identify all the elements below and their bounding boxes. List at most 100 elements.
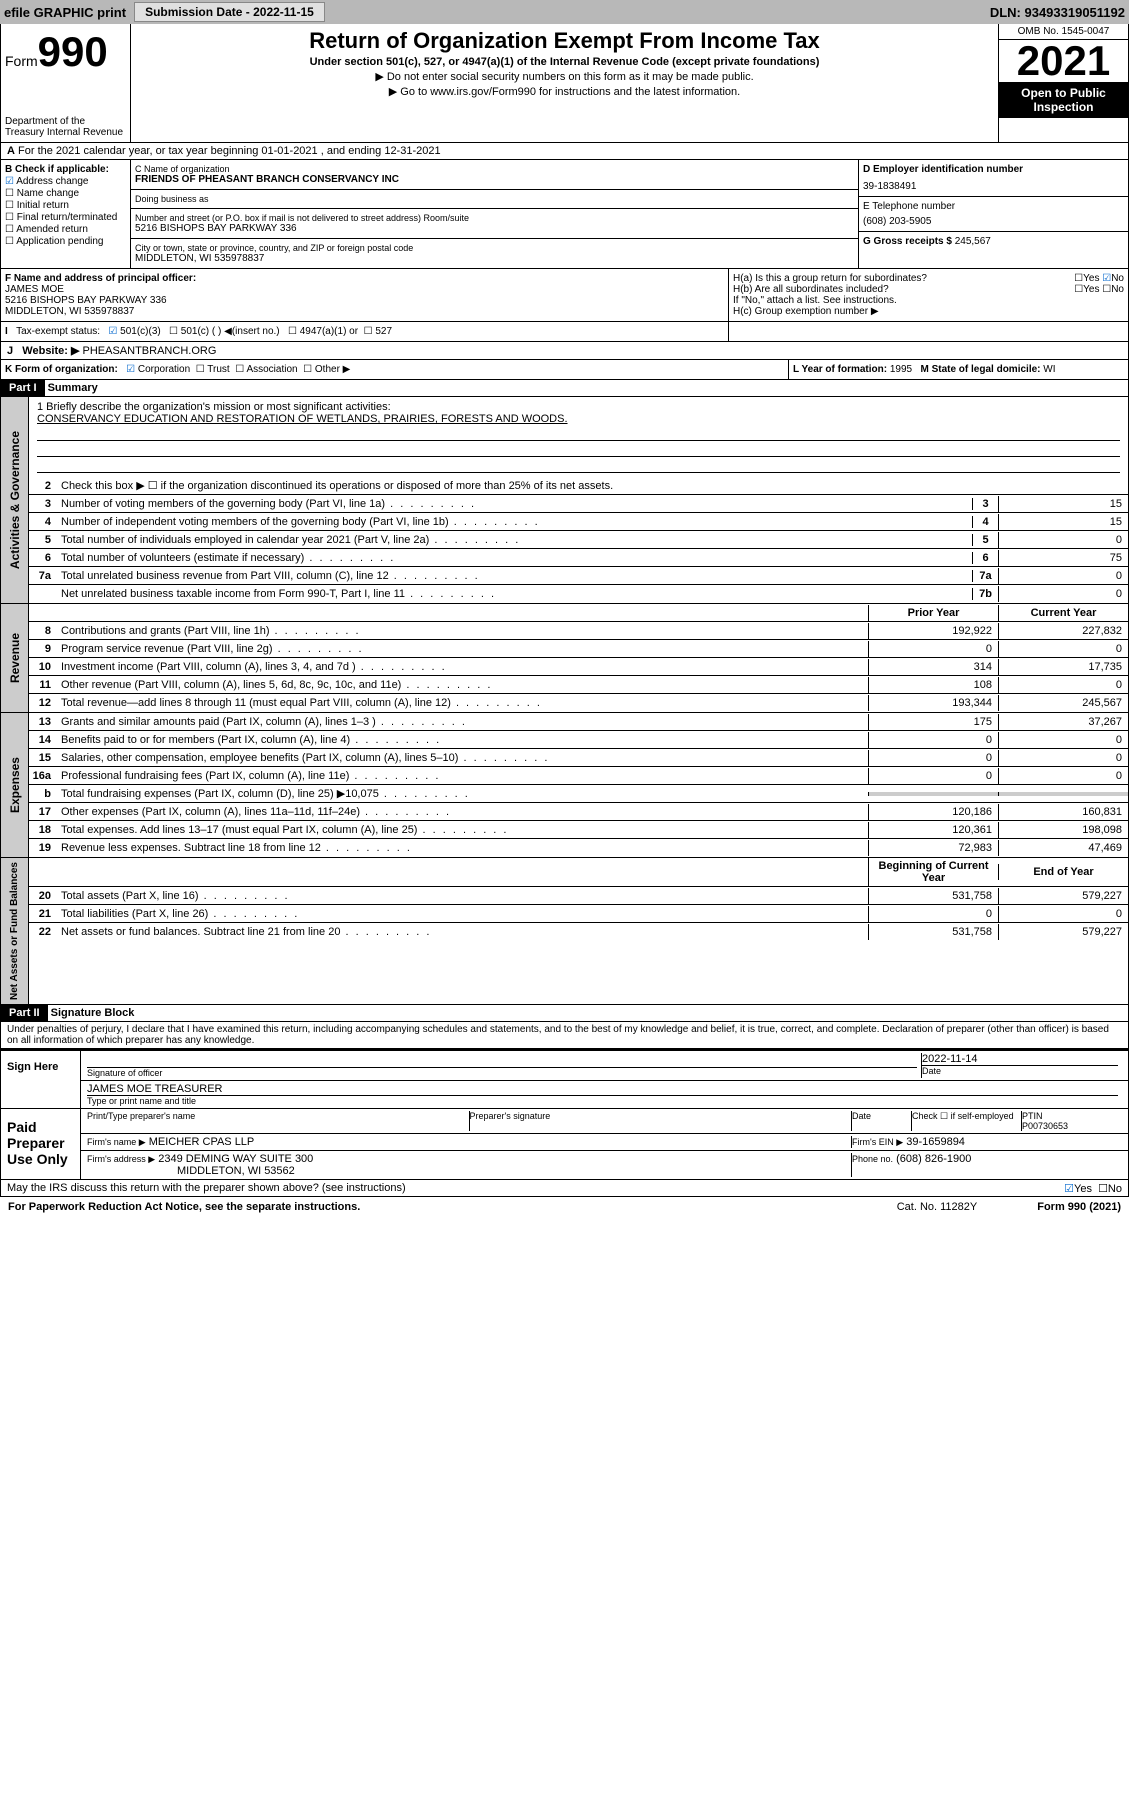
paid-preparer-label: Paid Preparer Use Only bbox=[1, 1109, 81, 1179]
opt-assoc[interactable]: Association bbox=[246, 364, 297, 375]
line-18: 18Total expenses. Add lines 13–17 (must … bbox=[29, 821, 1128, 839]
begin-year-hdr: Beginning of Current Year bbox=[868, 858, 998, 886]
firm-name: MEICHER CPAS LLP bbox=[149, 1136, 255, 1148]
discuss-question: May the IRS discuss this return with the… bbox=[7, 1182, 406, 1194]
attach-note: If "No," attach a list. See instructions… bbox=[733, 295, 897, 306]
mission-text: CONSERVANCY EDUCATION AND RESTORATION OF… bbox=[37, 413, 1120, 425]
prep-sig-hdr: Preparer's signature bbox=[470, 1111, 853, 1131]
year-formation: 1995 bbox=[890, 364, 912, 375]
officer-sig-name: JAMES MOE TREASURER bbox=[87, 1083, 1118, 1095]
part2-badge: Part II bbox=[1, 1005, 48, 1021]
period-text: For the 2021 calendar year, or tax year … bbox=[18, 145, 441, 157]
line-11: 11Other revenue (Part VIII, column (A), … bbox=[29, 676, 1128, 694]
part2-title: Signature Block bbox=[51, 1007, 135, 1019]
governance-label: Activities & Governance bbox=[6, 427, 24, 573]
officer-addr: 5216 BISHOPS BAY PARKWAY 336 bbox=[5, 295, 167, 306]
line-21: 21Total liabilities (Part X, line 26)00 bbox=[29, 905, 1128, 923]
end-year-hdr: End of Year bbox=[998, 864, 1128, 880]
line-13: 13Grants and similar amounts paid (Part … bbox=[29, 713, 1128, 731]
declaration-text: Under penalties of perjury, I declare th… bbox=[0, 1022, 1129, 1049]
line-b: bTotal fundraising expenses (Part IX, co… bbox=[29, 785, 1128, 803]
subordinates-q: H(b) Are all subordinates included? bbox=[733, 284, 889, 295]
opt-4947[interactable]: 4947(a)(1) or bbox=[300, 326, 358, 337]
line-7a: 7aTotal unrelated business revenue from … bbox=[29, 567, 1128, 585]
block-b-header: B Check if applicable: bbox=[5, 164, 126, 175]
line-7b: Net unrelated business taxable income fr… bbox=[29, 585, 1128, 603]
form-org-label: K Form of organization: bbox=[5, 364, 118, 375]
revenue-label: Revenue bbox=[6, 629, 24, 687]
group-exemption: H(c) Group exemption number ▶ bbox=[733, 306, 879, 317]
ptin-value: P00730653 bbox=[1022, 1121, 1068, 1131]
line-17: 17Other expenses (Part IX, column (A), l… bbox=[29, 803, 1128, 821]
phone-value: (608) 203-5905 bbox=[863, 216, 1124, 227]
line-3: 3Number of voting members of the governi… bbox=[29, 495, 1128, 513]
mission-label: 1 Briefly describe the organization's mi… bbox=[37, 401, 1120, 413]
line-19: 19Revenue less expenses. Subtract line 1… bbox=[29, 839, 1128, 857]
open-public-badge: Open to Public Inspection bbox=[999, 82, 1128, 118]
sig-date: 2022-11-14 bbox=[922, 1053, 1118, 1065]
line-14: 14Benefits paid to or for members (Part … bbox=[29, 731, 1128, 749]
line-10: 10Investment income (Part VIII, column (… bbox=[29, 658, 1128, 676]
form-word: Form bbox=[5, 53, 38, 69]
line-9: 9Program service revenue (Part VIII, lin… bbox=[29, 640, 1128, 658]
chk-name-change[interactable]: ☐ Name change bbox=[5, 188, 126, 199]
opt-527[interactable]: 527 bbox=[375, 326, 392, 337]
line-5: 5Total number of individuals employed in… bbox=[29, 531, 1128, 549]
website-label: Website: ▶ bbox=[22, 345, 79, 357]
ein-value: 39-1838491 bbox=[863, 181, 1124, 192]
chk-address-change[interactable]: ☑ Address change bbox=[5, 176, 126, 187]
opt-corp[interactable]: Corporation bbox=[138, 364, 190, 375]
line-6: 6Total number of volunteers (estimate if… bbox=[29, 549, 1128, 567]
city-state-zip: MIDDLETON, WI 535978837 bbox=[135, 253, 854, 264]
addr-label: Number and street (or P.O. box if mail i… bbox=[135, 213, 854, 223]
ssn-note: ▶ Do not enter social security numbers o… bbox=[135, 70, 994, 83]
website-value[interactable]: PHEASANTBRANCH.ORG bbox=[83, 345, 217, 357]
cat-number: Cat. No. 11282Y bbox=[897, 1201, 978, 1213]
line-15: 15Salaries, other compensation, employee… bbox=[29, 749, 1128, 767]
current-year-hdr: Current Year bbox=[998, 605, 1128, 621]
topbar: efile GRAPHIC print Submission Date - 20… bbox=[0, 0, 1129, 24]
prep-selfemp-hdr: Check ☐ if self-employed bbox=[912, 1111, 1022, 1131]
form-header: Form990 Department of the Treasury Inter… bbox=[0, 24, 1129, 143]
entity-block: B Check if applicable: ☑ Address change … bbox=[0, 160, 1129, 269]
pra-notice: For Paperwork Reduction Act Notice, see … bbox=[8, 1201, 360, 1213]
phone-label: E Telephone number bbox=[863, 201, 1124, 212]
opt-501c[interactable]: 501(c) ( ) ◀(insert no.) bbox=[181, 326, 280, 337]
firm-ein: 39-1659894 bbox=[906, 1136, 965, 1148]
chk-app-pending[interactable]: ☐ Application pending bbox=[5, 236, 126, 247]
line-20: 20Total assets (Part X, line 16)531,7585… bbox=[29, 887, 1128, 905]
ein-label: D Employer identification number bbox=[863, 164, 1124, 175]
form-footer: Form 990 (2021) bbox=[1037, 1201, 1121, 1213]
netassets-label: Net Assets or Fund Balances bbox=[7, 858, 22, 1004]
opt-trust[interactable]: Trust bbox=[207, 364, 229, 375]
opt-other[interactable]: Other ▶ bbox=[315, 364, 350, 375]
firm-addr-label: Firm's address ▶ bbox=[87, 1154, 155, 1164]
org-name-label: C Name of organization bbox=[135, 164, 854, 174]
chk-final-return[interactable]: ☐ Final return/terminated bbox=[5, 212, 126, 223]
officer-city: MIDDLETON, WI 535978837 bbox=[5, 306, 134, 317]
submission-date-button[interactable]: Submission Date - 2022-11-15 bbox=[134, 2, 325, 22]
firm-name-label: Firm's name ▶ bbox=[87, 1137, 146, 1147]
sig-officer-label: Signature of officer bbox=[87, 1067, 917, 1078]
firm-city: MIDDLETON, WI 53562 bbox=[177, 1165, 295, 1177]
firm-ein-label: Firm's EIN ▶ bbox=[852, 1137, 903, 1147]
ptin-label: PTIN bbox=[1022, 1111, 1043, 1121]
org-name: FRIENDS OF PHEASANT BRANCH CONSERVANCY I… bbox=[135, 174, 854, 185]
dept-label: Department of the Treasury Internal Reve… bbox=[5, 116, 126, 138]
opt-501c3[interactable]: 501(c)(3) bbox=[120, 326, 161, 337]
prior-year-hdr: Prior Year bbox=[868, 605, 998, 621]
dba-label: Doing business as bbox=[135, 194, 854, 204]
sign-here-label: Sign Here bbox=[1, 1051, 81, 1108]
line-8: 8Contributions and grants (Part VIII, li… bbox=[29, 622, 1128, 640]
chk-amended[interactable]: ☐ Amended return bbox=[5, 224, 126, 235]
expenses-label: Expenses bbox=[6, 753, 24, 817]
officer-label: F Name and address of principal officer: bbox=[5, 273, 196, 284]
prep-name-hdr: Print/Type preparer's name bbox=[87, 1111, 470, 1131]
street-address: 5216 BISHOPS BAY PARKWAY 336 bbox=[135, 223, 854, 234]
line-16a: 16aProfessional fundraising fees (Part I… bbox=[29, 767, 1128, 785]
part1-title: Summary bbox=[48, 382, 98, 394]
chk-initial-return[interactable]: ☐ Initial return bbox=[5, 200, 126, 211]
form-number: 990 bbox=[38, 28, 108, 75]
line-4: 4Number of independent voting members of… bbox=[29, 513, 1128, 531]
line2-text: Check this box ▶ ☐ if the organization d… bbox=[57, 477, 1128, 494]
